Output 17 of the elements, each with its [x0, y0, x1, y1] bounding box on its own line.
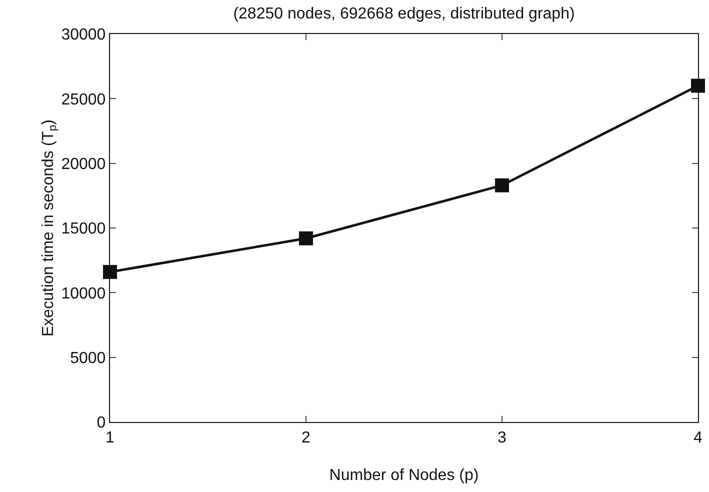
y-tick-label: 25000 [61, 91, 106, 108]
y-tick-label: 10000 [61, 285, 106, 302]
x-tick-label: 3 [498, 429, 507, 446]
point [299, 231, 313, 246]
point [691, 78, 705, 93]
x-axis-title: Number of Nodes (p) [329, 467, 479, 484]
y-tick-label: 0 [96, 414, 106, 432]
x-tick-label: 1 [106, 429, 115, 446]
y-tick-label: 15000 [61, 220, 106, 238]
x-tick-label: 2 [302, 429, 311, 446]
point [495, 178, 509, 192]
y-tick-label: 30000 [61, 26, 106, 44]
x-tick-label: 4 [694, 429, 703, 446]
y-tick-label: 20000 [61, 156, 106, 173]
chart-title: (28250 nodes, 692668 edges, distributed graph) [233, 6, 575, 23]
point [103, 264, 117, 279]
y-tick-label: 5000 [70, 350, 106, 367]
